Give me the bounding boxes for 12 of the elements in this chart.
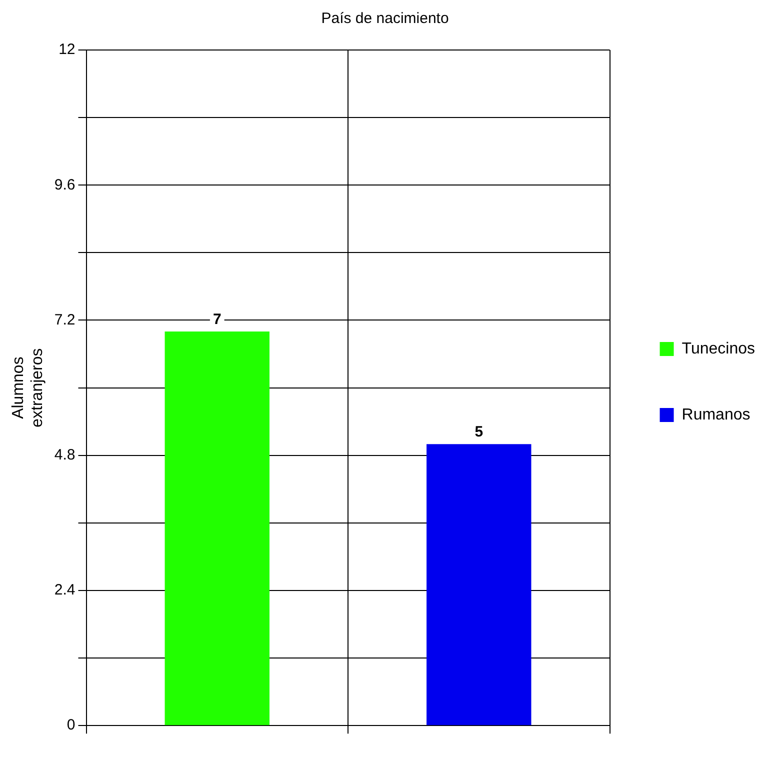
y-tick-label: 2.4 (54, 582, 76, 599)
y-tick-label: 7.2 (54, 311, 76, 328)
y-tick-label: 4.8 (54, 446, 76, 464)
y-axis-title: Alumnos extranjeros (10, 348, 46, 428)
data-label: 5 (474, 424, 484, 441)
chart-title: País de nacimiento (321, 10, 449, 28)
legend-label: Rumanos (682, 406, 750, 424)
y-tick-label: 0 (66, 716, 76, 734)
y-tick-label: 9.6 (54, 176, 76, 194)
data-label: 7 (212, 311, 222, 328)
legend-label: Tunecinos (682, 340, 756, 358)
y-tick-label: 12 (58, 41, 76, 58)
